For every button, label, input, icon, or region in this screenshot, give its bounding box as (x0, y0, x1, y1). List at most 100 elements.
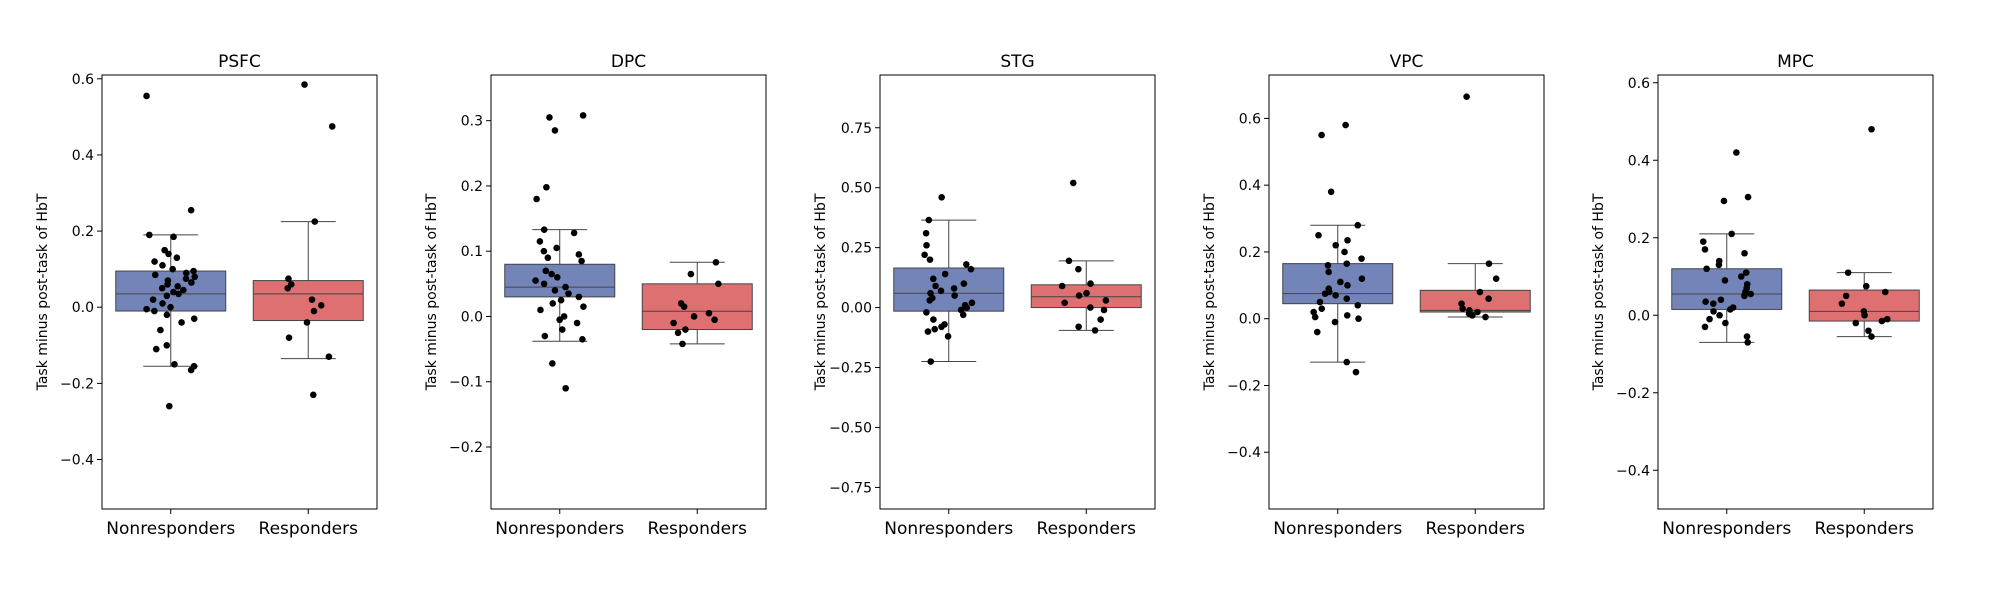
data-point (1852, 319, 1860, 327)
data-point (549, 300, 557, 307)
data-point (938, 323, 945, 331)
data-point (310, 307, 318, 315)
data-point (579, 112, 587, 119)
data-point (570, 229, 578, 237)
data-point (1058, 282, 1066, 290)
data-point (541, 332, 549, 340)
data-point (1743, 333, 1751, 340)
data-point (1474, 308, 1481, 316)
data-point (1717, 296, 1725, 304)
data-point (533, 195, 540, 203)
panel-psfc: PSFC Task minus post-task of HbT −0.4 −0.2 0… (35, 52, 378, 539)
data-point (578, 257, 585, 265)
data-point (1316, 298, 1324, 306)
data-point (1881, 288, 1889, 296)
data-point (923, 309, 930, 316)
y-tick-label: 0.4 (1628, 153, 1650, 169)
x-tick-label-nonresponders: Nonresponders (884, 519, 1013, 539)
data-point (1844, 269, 1852, 276)
data-point (1321, 290, 1329, 297)
data-point (182, 269, 190, 277)
data-point (690, 313, 698, 320)
data-point (548, 270, 555, 278)
data-point (1742, 269, 1750, 276)
data-point (152, 345, 160, 353)
plot-frame (1657, 74, 1934, 510)
y-axis-label: Task minus post-task of HbT (813, 193, 829, 391)
data-point (682, 326, 689, 333)
data-point (1097, 316, 1104, 323)
data-point (1728, 230, 1735, 238)
data-point (301, 81, 308, 88)
data-point (1706, 315, 1713, 323)
data-point (1075, 323, 1082, 331)
data-point (1332, 292, 1339, 299)
y-tick-label: 0.2 (1628, 231, 1650, 247)
data-point (157, 326, 164, 334)
panel-title: DPC (611, 52, 646, 72)
data-point (285, 275, 292, 282)
data-point (967, 265, 975, 273)
y-tick-label: 0.2 (461, 179, 483, 195)
plot-frame (1268, 74, 1545, 510)
y-tick-label: −0.4 (1227, 445, 1261, 461)
data-point (1327, 188, 1335, 196)
data-point (1883, 315, 1891, 323)
data-point (929, 275, 937, 283)
data-point (1865, 327, 1872, 335)
data-point (537, 306, 544, 314)
data-point (930, 316, 937, 323)
data-point (926, 256, 934, 263)
plot-frame (879, 74, 1156, 510)
data-point (175, 290, 182, 298)
x-tick-label-responders: Responders (259, 519, 359, 539)
data-point (1318, 305, 1326, 312)
data-point (149, 296, 157, 303)
data-point (1722, 319, 1729, 327)
data-point (926, 297, 934, 304)
data-point (711, 316, 718, 324)
y-tick-label: −0.75 (829, 480, 872, 496)
data-point (1726, 306, 1734, 313)
data-point (921, 251, 928, 259)
data-point (170, 233, 177, 241)
data-point (1358, 255, 1365, 262)
data-point (705, 309, 713, 317)
y-tick-label: 0.1 (461, 244, 483, 260)
data-point (687, 270, 695, 278)
data-point (1861, 311, 1868, 319)
data-point (170, 288, 177, 296)
data-point (1741, 249, 1748, 257)
y-tick-label: 0.4 (1239, 178, 1261, 194)
data-point (173, 254, 181, 262)
data-point (1342, 121, 1349, 129)
data-point (143, 305, 150, 313)
data-point (1343, 260, 1351, 267)
data-point (937, 287, 945, 295)
data-point (932, 282, 939, 290)
data-point (151, 307, 158, 315)
data-point (1492, 275, 1500, 282)
data-point (190, 315, 198, 322)
box-nonresponders (893, 267, 1005, 312)
y-tick-label: 0.6 (72, 72, 94, 88)
y-tick-label: 0.0 (461, 309, 483, 325)
data-point (1075, 265, 1082, 273)
y-tick-label: 0.4 (72, 148, 94, 164)
data-point (163, 292, 171, 300)
data-point (1315, 231, 1322, 239)
panel-vpc: VPC Task minus post-task of HbT −0.4 −0.2 0.… (1202, 52, 1545, 539)
data-point (1311, 313, 1319, 321)
data-point (546, 114, 553, 121)
data-point (679, 340, 686, 348)
y-tick-label: 0.2 (72, 224, 94, 240)
data-point (1733, 149, 1740, 156)
data-point (1842, 292, 1850, 300)
data-point (1744, 193, 1752, 201)
data-point (1087, 280, 1094, 287)
data-point (1868, 125, 1875, 133)
data-point (927, 358, 935, 365)
data-point (715, 280, 722, 288)
data-point (187, 366, 195, 374)
data-point (1354, 302, 1362, 309)
